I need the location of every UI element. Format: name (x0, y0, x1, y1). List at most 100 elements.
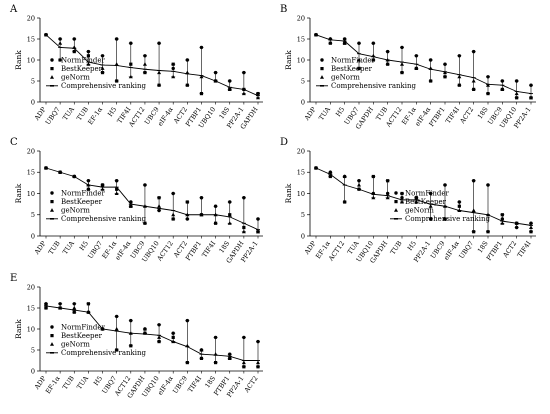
genorm-point (241, 360, 246, 365)
genorm-point (428, 204, 433, 208)
genorm-point (114, 326, 119, 331)
legend-marker (394, 191, 398, 195)
comprehensive-ranking-line (315, 167, 532, 226)
legend-label: Comprehensive ranking (61, 82, 147, 90)
bestkeeper-point (328, 41, 332, 45)
normfinder-point (157, 41, 161, 45)
legend-marker (50, 334, 54, 338)
normfinder-point (371, 191, 376, 196)
x-tick-label: H5 (334, 106, 346, 119)
y-tick-label: 5 (301, 77, 305, 85)
genorm-point (357, 57, 361, 62)
normfinder-point (114, 314, 119, 319)
x-tick-label: TUA (61, 105, 76, 122)
x-tick-label: TIF4I (186, 374, 203, 394)
bestkeeper-point (214, 221, 218, 225)
legend-label: geNorm (405, 207, 434, 215)
genorm-point (100, 187, 105, 191)
genorm-point (486, 212, 490, 217)
genorm-point (157, 335, 162, 339)
genorm-point (457, 208, 462, 212)
normfinder-point (414, 54, 419, 58)
legend-label: Comprehensive ranking (61, 215, 147, 223)
normfinder-point (129, 200, 133, 204)
bestkeeper-point (44, 306, 48, 310)
bestkeeper-point (357, 66, 361, 70)
bestkeeper-point (86, 187, 90, 191)
y-tick-label: 15 (27, 35, 35, 43)
x-tick-label: TUB (389, 239, 404, 256)
bestkeeper-point (486, 92, 490, 96)
genorm-point (428, 66, 433, 70)
legend-marker (50, 325, 54, 329)
normfinder-point (72, 37, 76, 41)
legend-label: geNorm (331, 74, 360, 82)
legend-marker (50, 208, 54, 212)
normfinder-point (171, 66, 175, 71)
normfinder-point (371, 41, 376, 45)
genorm-point (142, 326, 147, 331)
bestkeeper-point (228, 213, 232, 217)
legend-marker (320, 58, 324, 62)
bestkeeper-point (115, 187, 119, 191)
genorm-point (171, 212, 176, 217)
genorm-point (500, 221, 505, 225)
genorm-point (328, 170, 333, 174)
bestkeeper-point (171, 62, 175, 66)
normfinder-point (185, 58, 190, 62)
normfinder-point (385, 49, 390, 54)
y-tick-label: 5 (301, 211, 305, 219)
genorm-point (385, 57, 390, 62)
legend-label: NormFinder (331, 56, 376, 64)
bestkeeper-point (400, 191, 404, 196)
normfinder-point (213, 70, 218, 75)
genorm-point (58, 305, 63, 310)
bestkeeper-point (242, 225, 246, 230)
bestkeeper-point (242, 87, 246, 91)
genorm-point (256, 95, 260, 100)
comprehensive-ranking-line (45, 167, 259, 231)
bestkeeper-point (457, 204, 461, 208)
genorm-point (400, 199, 404, 204)
genorm-point (142, 62, 147, 66)
y-tick-label: 15 (27, 304, 35, 312)
genorm-point (314, 165, 318, 170)
x-tick-label: ACT2 (501, 240, 519, 260)
genorm-point (185, 212, 190, 217)
panel-label: C (10, 137, 18, 148)
genorm-point (86, 182, 91, 187)
x-tick-label: TUA (61, 239, 76, 256)
normfinder-point (199, 196, 204, 200)
normfinder-point (58, 302, 62, 306)
x-tick-label: ADP (32, 239, 48, 257)
normfinder-point (157, 323, 161, 327)
normfinder-point (256, 217, 260, 221)
y-tick-label: 5 (31, 211, 35, 219)
normfinder-point (471, 179, 476, 183)
genorm-point (256, 360, 260, 365)
normfinder-point (529, 83, 533, 87)
bestkeeper-point (472, 87, 476, 91)
y-tick-label: 0 (301, 98, 305, 106)
normfinder-point (242, 196, 246, 200)
normfinder-point (86, 49, 91, 54)
bestkeeper-point (199, 356, 204, 360)
genorm-point (100, 326, 105, 331)
x-tick-label: TUA (317, 105, 332, 122)
x-tick-label: UBQ7 (457, 240, 475, 261)
legend: NormFinderBestKeepergeNormComprehensive … (316, 56, 417, 90)
genorm-point (457, 74, 462, 79)
genorm-point (142, 204, 147, 208)
genorm-point (157, 204, 162, 208)
normfinder-point (529, 221, 533, 225)
y-tick-label: 0 (31, 98, 35, 106)
bestkeeper-point (515, 96, 519, 100)
legend-marker (50, 67, 54, 71)
y-axis-label: Rank (14, 50, 23, 70)
bestkeeper-point (214, 361, 218, 365)
normfinder-point (157, 208, 161, 213)
bestkeeper-point (343, 200, 347, 204)
legend-marker (394, 208, 398, 212)
y-tick-label: 0 (301, 232, 305, 240)
bestkeeper-point (185, 200, 189, 204)
